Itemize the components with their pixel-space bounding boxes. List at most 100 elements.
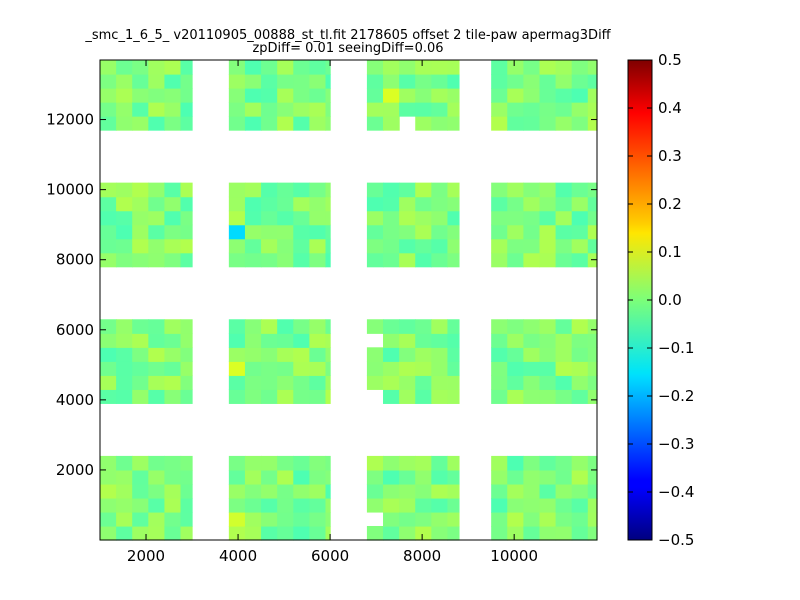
heatmap-cell <box>523 319 541 334</box>
heatmap-cell <box>587 389 598 404</box>
heatmap-cell <box>431 375 449 390</box>
x-tick-label: 8000 <box>403 547 441 565</box>
heatmap-cell <box>431 182 449 198</box>
heatmap-cell <box>180 333 193 348</box>
heatmap-cell <box>180 60 193 75</box>
heatmap-cell <box>148 511 166 527</box>
heatmap-cell <box>132 525 149 541</box>
heatmap-cell <box>523 116 541 131</box>
heatmap-cell <box>100 116 117 131</box>
heatmap-cell <box>571 347 589 362</box>
heatmap-cell <box>261 347 278 362</box>
heatmap-cell <box>491 389 508 404</box>
heatmap-cell <box>399 375 416 390</box>
heatmap-cell <box>309 319 327 334</box>
heatmap-cell <box>399 497 416 513</box>
heatmap-cell <box>132 347 149 362</box>
heatmap-cell <box>523 102 541 117</box>
heatmap-cell <box>244 375 262 390</box>
heatmap-cell <box>244 238 262 254</box>
heatmap-cell <box>325 455 331 471</box>
heatmap-cell <box>399 455 416 471</box>
colorbar-tick-label: −0.1 <box>658 339 694 357</box>
heatmap-cell <box>228 116 246 131</box>
heatmap-cell <box>523 60 541 75</box>
heatmap-cell <box>447 375 460 390</box>
heatmap-cell <box>523 469 541 485</box>
heatmap-cell <box>415 455 432 471</box>
heatmap-cell <box>587 333 598 348</box>
heatmap-cell <box>383 455 400 471</box>
heatmap-cell <box>491 88 508 103</box>
heatmap-cell <box>180 455 193 471</box>
heatmap-cell <box>431 525 449 541</box>
heatmap-cell <box>148 210 166 226</box>
heatmap-cell <box>415 102 432 117</box>
heatmap-cell <box>261 361 278 376</box>
heatmap-cell <box>523 483 541 499</box>
heatmap-cell <box>491 102 508 117</box>
heatmap-cell <box>116 361 133 376</box>
heatmap-cell <box>228 88 246 103</box>
heatmap-cell <box>132 389 149 404</box>
heatmap-cell <box>228 74 246 89</box>
heatmap-cell <box>180 116 193 131</box>
heatmap-cell <box>555 389 573 404</box>
heatmap-cell <box>100 483 117 499</box>
heatmap-cell <box>571 210 589 226</box>
x-tick-label: 10000 <box>490 547 538 565</box>
heatmap-cell <box>309 238 327 254</box>
heatmap-cell <box>164 361 182 376</box>
heatmap-cell <box>325 74 331 89</box>
heatmap-cell <box>383 333 400 348</box>
heatmap-cell <box>507 375 524 390</box>
heatmap-cell <box>555 455 573 471</box>
heatmap-cell <box>399 196 416 212</box>
heatmap-cell <box>325 469 331 485</box>
heatmap-cell <box>383 497 400 513</box>
heatmap-cell <box>383 252 400 268</box>
heatmap-cell <box>228 319 246 334</box>
heatmap-cell <box>507 333 524 348</box>
heatmap-cell <box>228 389 246 404</box>
heatmap-cell <box>507 319 524 334</box>
heatmap-cell <box>523 88 541 103</box>
heatmap-cell <box>555 252 573 268</box>
heatmap-cell <box>100 182 117 198</box>
heatmap-cell <box>309 210 327 226</box>
y-tick-label: 6000 <box>56 321 94 339</box>
heatmap-cell <box>491 238 508 254</box>
heatmap-cell <box>507 525 524 541</box>
heatmap-cell <box>228 196 246 212</box>
heatmap-cell <box>431 483 449 499</box>
heatmap-cell <box>228 525 246 541</box>
heatmap-cell <box>309 102 327 117</box>
heatmap-cell <box>447 525 460 541</box>
heatmap-cell <box>431 455 449 471</box>
heatmap-cell <box>325 252 331 268</box>
heatmap-cell <box>309 525 327 541</box>
heatmap-cell <box>277 389 294 404</box>
heatmap-cell <box>399 469 416 485</box>
heatmap-cell <box>132 511 149 527</box>
heatmap-cell <box>261 455 278 471</box>
heatmap-cell <box>447 333 460 348</box>
heatmap-cell <box>309 182 327 198</box>
heatmap-cell <box>148 483 166 499</box>
heatmap-cell <box>180 102 193 117</box>
heatmap-cell <box>100 319 117 334</box>
heatmap-cell <box>415 238 432 254</box>
heatmap-cell <box>116 182 133 198</box>
heatmap-cell <box>447 224 460 240</box>
heatmap-cell <box>415 60 432 75</box>
heatmap-cell <box>539 375 557 390</box>
heatmap-cell <box>383 60 400 75</box>
heatmap-cell <box>132 469 149 485</box>
heatmap-cell <box>555 182 573 198</box>
heatmap-cell <box>277 116 294 131</box>
heatmap-cell <box>491 483 508 499</box>
heatmap-cell <box>261 375 278 390</box>
heatmap-cell <box>491 525 508 541</box>
heatmap-cell <box>261 511 278 527</box>
heatmap-cell <box>555 196 573 212</box>
